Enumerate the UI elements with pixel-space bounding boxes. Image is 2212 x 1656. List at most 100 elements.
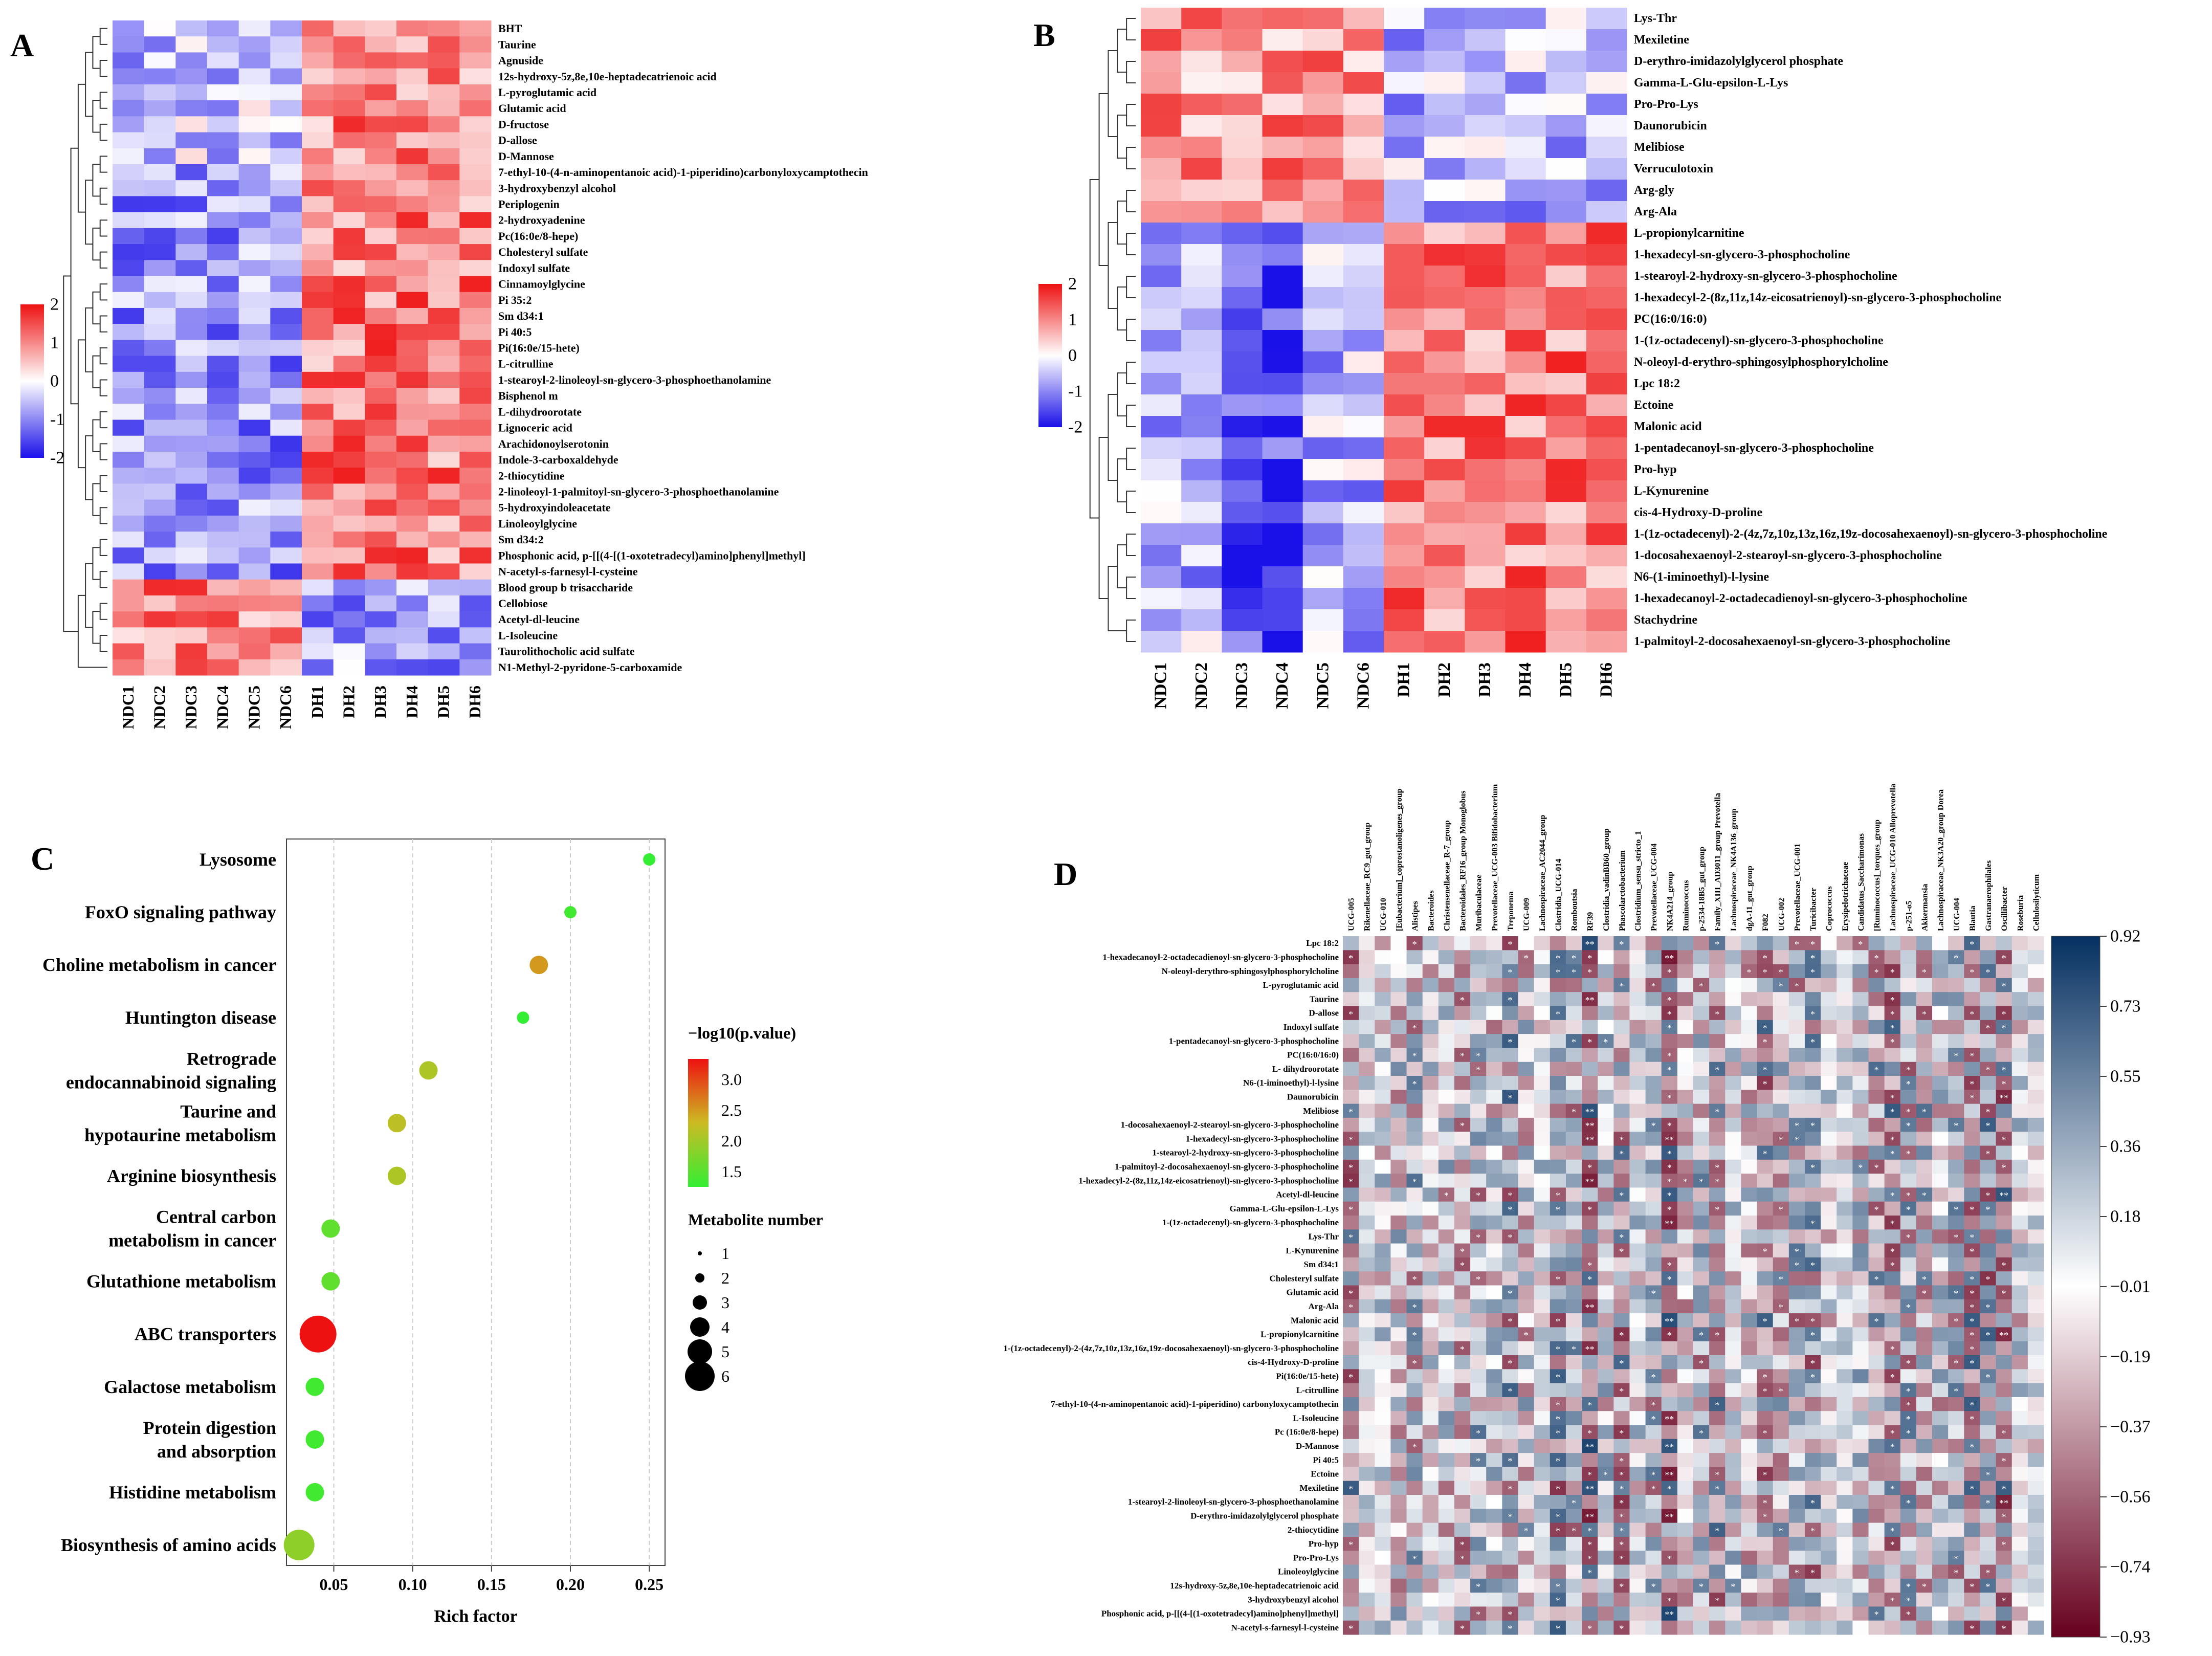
correlation-cell (1390, 936, 1407, 951)
heatmap-cell (1262, 8, 1303, 30)
correlation-cell (1454, 1355, 1471, 1370)
correlation-cell (1534, 1425, 1551, 1440)
heatmap-cell (365, 515, 397, 532)
correlation-cell (1375, 1522, 1391, 1537)
correlation-cell (1598, 1509, 1614, 1523)
correlation-cell (1550, 1313, 1566, 1328)
heatmap-cell (270, 532, 302, 548)
row-label: Arachidonoylserotonin (498, 437, 609, 450)
correlation-cell (1582, 1216, 1598, 1230)
heatmap-cell (1586, 631, 1627, 653)
significance-mark: * (1651, 981, 1656, 991)
correlation-cell (1534, 1216, 1551, 1230)
correlation-cell (1693, 1397, 1710, 1411)
correlation-cell (1996, 992, 2012, 1006)
correlation-cell (1804, 1369, 1821, 1384)
correlation-cell (1932, 1551, 1949, 1565)
heatmap-cell (175, 468, 208, 484)
correlation-cell (1375, 1564, 1391, 1579)
correlation-cell (1916, 1187, 1933, 1202)
correlation-cell (1534, 1145, 1551, 1160)
correlation-cell (1964, 1062, 1980, 1076)
heatmap-cell (333, 244, 365, 260)
correlation-cell (1598, 1216, 1614, 1230)
correlation-cell (1709, 1522, 1726, 1537)
correlation-cell (1661, 1593, 1678, 1607)
correlation-cell (1757, 1509, 1774, 1523)
bubble (387, 1114, 406, 1133)
correlation-cell (1598, 1299, 1614, 1314)
correlation-cell (1486, 1034, 1502, 1048)
heatmap-cell (302, 307, 334, 324)
heatmap-cell (396, 196, 429, 213)
correlation-cell (1948, 1285, 1964, 1300)
correlation-cell (1565, 992, 1582, 1006)
row-label: Lpc 18:2 (1306, 938, 1339, 948)
correlation-cell (1900, 1313, 1917, 1328)
correlation-cell (1518, 1299, 1535, 1314)
significance-mark: * (1795, 1261, 1799, 1271)
correlation-cell (1804, 1159, 1821, 1174)
significance-mark: * (1715, 1330, 1719, 1340)
correlation-cell (1948, 1216, 1964, 1230)
correlation-cell (2011, 1159, 2028, 1174)
correlation-cell (1629, 1243, 1646, 1258)
x-tick-label: 0.10 (399, 1575, 427, 1594)
correlation-cell (1709, 964, 1726, 979)
significance-mark: ** (1585, 995, 1595, 1005)
correlation-cell (1502, 1355, 1518, 1370)
correlation-cell (1438, 936, 1455, 951)
correlation-cell (1582, 1467, 1598, 1482)
significance-mark: * (1779, 1386, 1783, 1396)
correlation-cell (1406, 936, 1423, 951)
heatmap-cell (1384, 201, 1425, 223)
correlation-cell (1438, 1593, 1455, 1607)
correlation-cell (1518, 1229, 1535, 1244)
heatmap-cell (1586, 459, 1627, 481)
correlation-cell (1518, 1355, 1535, 1370)
column-label: NK4A214_group (1666, 872, 1674, 931)
correlation-cell (1868, 1355, 1885, 1370)
correlation-cell (1821, 1285, 1837, 1300)
correlation-cell (1773, 1174, 1789, 1188)
heatmap-cell (1141, 545, 1182, 567)
heatmap-cell (1181, 115, 1222, 137)
column-label: [Ruminococcus]_torques_group (1873, 820, 1882, 931)
heatmap-cell (144, 643, 176, 660)
correlation-cell (1534, 1132, 1551, 1146)
correlation-cell (1550, 1327, 1566, 1342)
correlation-cell (1661, 1313, 1678, 1328)
correlation-cell (1900, 1257, 1917, 1272)
heatmap-cell (1302, 137, 1344, 159)
significance-mark: * (1890, 1372, 1895, 1382)
heatmap-cell (270, 100, 302, 117)
heatmap-cell (1545, 330, 1587, 352)
correlation-cell (1996, 1271, 2012, 1286)
heatmap-cell (175, 148, 208, 165)
correlation-cell (1900, 1020, 1917, 1034)
correlation-cell (1375, 1090, 1391, 1105)
correlation-cell (1518, 1341, 1535, 1356)
correlation-cell (1375, 1453, 1391, 1467)
heatmap-cell (1384, 180, 1425, 202)
correlation-cell (1821, 1495, 1837, 1509)
significance-mark: ** (1585, 1177, 1595, 1187)
correlation-cell (1422, 1522, 1439, 1537)
correlation-cell (2011, 1187, 2028, 1202)
correlation-cell (1565, 936, 1582, 951)
significance-mark: * (1954, 1386, 1958, 1396)
heatmap-cell (1384, 244, 1425, 266)
correlation-cell (1868, 1439, 1885, 1453)
correlation-cell (1932, 1229, 1949, 1244)
correlation-cell (1629, 1201, 1646, 1216)
correlation-cell (1837, 1117, 1853, 1132)
correlation-cell (1677, 1076, 1694, 1090)
correlation-cell (2027, 1383, 2044, 1398)
correlation-cell (1359, 1201, 1375, 1216)
correlation-legend-tick: −0.19 (2110, 1348, 2151, 1366)
correlation-cell (1948, 1048, 1964, 1063)
correlation-cell (1709, 1229, 1726, 1244)
heatmap-cell (1222, 416, 1263, 438)
correlation-cell (1661, 1103, 1678, 1118)
correlation-cell (1359, 978, 1375, 992)
